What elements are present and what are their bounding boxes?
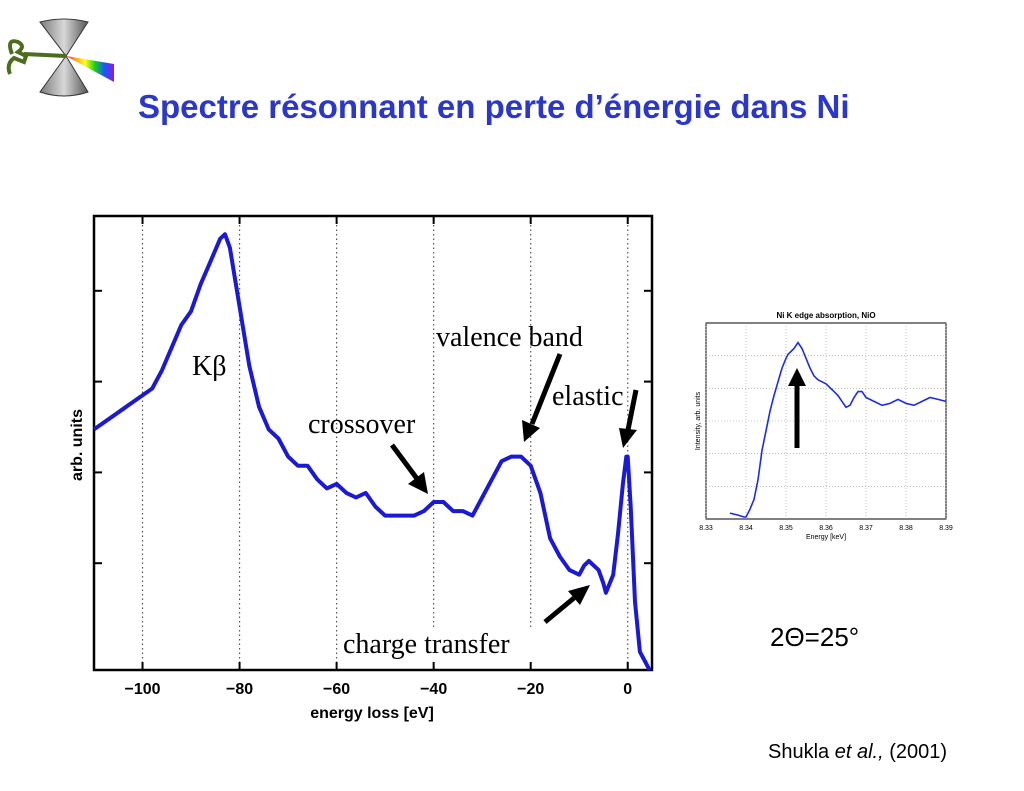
arrow-elastic bbox=[625, 389, 639, 431]
inset-arrow bbox=[788, 368, 806, 448]
theta-label: 2Θ=25° bbox=[770, 622, 860, 652]
spectrum-line bbox=[92, 232, 652, 671]
citation-et-al: et al., bbox=[834, 741, 884, 763]
logo-icon bbox=[6, 18, 114, 97]
x-tick-label: −100 bbox=[124, 681, 160, 698]
inset-x-tick-label: 8.39 bbox=[939, 525, 953, 532]
inset-absorption-line bbox=[729, 341, 947, 518]
annotation-elastic: elastic bbox=[552, 381, 624, 412]
citation-author: Shukla bbox=[768, 741, 835, 763]
citation: Shukla et al., (2001) bbox=[768, 741, 947, 764]
x-axis-label: energy loss [eV] bbox=[310, 705, 434, 722]
x-tick-label: 0 bbox=[623, 681, 632, 698]
annotation-arrows bbox=[389, 353, 639, 624]
inset-x-tick-label: 8.34 bbox=[739, 525, 753, 532]
inset-grid-lines bbox=[705, 323, 947, 519]
x-tick-label: −20 bbox=[517, 681, 544, 698]
inset-y-axis-label: Intensity, arb. units bbox=[695, 391, 702, 450]
y-ticks bbox=[94, 289, 652, 565]
slide-title: Spectre résonnant en perte d’énergie dan… bbox=[138, 88, 850, 125]
inset-x-tick-labels: 8.33 8.34 8.35 8.36 8.37 8.38 8.39 bbox=[699, 525, 953, 532]
inset-x-tick-label: 8.38 bbox=[899, 525, 913, 532]
arrowhead-elastic bbox=[619, 428, 637, 448]
inset-x-tick-label: 8.37 bbox=[859, 525, 873, 532]
arrowhead-valence-band bbox=[522, 420, 540, 442]
citation-year: (2001) bbox=[883, 741, 948, 763]
annotation-charge-transfer: charge transfer bbox=[343, 629, 510, 660]
x-ticks bbox=[141, 216, 629, 670]
arrowhead-charge-transfer bbox=[568, 585, 590, 605]
y-axis-label: arb. units bbox=[69, 409, 86, 481]
x-tick-label: −80 bbox=[226, 681, 253, 698]
inset-arrowhead bbox=[788, 368, 806, 386]
inset-x-axis-label: Energy [keV] bbox=[806, 534, 846, 541]
inset-x-tick-label: 8.35 bbox=[779, 525, 793, 532]
inset-title: Ni K edge absorption, NiO bbox=[776, 311, 875, 320]
arrowhead-crossover bbox=[408, 472, 428, 494]
x-tick-label: −40 bbox=[420, 681, 447, 698]
annotation-valence-band: valence band bbox=[436, 322, 583, 353]
annotation-kbeta: Kβ bbox=[192, 351, 226, 382]
inset-x-tick-label: 8.33 bbox=[699, 525, 713, 532]
arrow-charge-transfer bbox=[543, 596, 576, 624]
grid-lines bbox=[141, 216, 629, 670]
plot-frame bbox=[92, 214, 654, 672]
inset-x-tick-label: 8.36 bbox=[819, 525, 833, 532]
x-tick-labels: −100 −80 −60 −40 −20 0 bbox=[124, 681, 632, 698]
arrow-crossover bbox=[389, 443, 421, 482]
annotation-crossover: crossover bbox=[308, 409, 416, 440]
x-tick-label: −60 bbox=[323, 681, 350, 698]
arrow-valence-band bbox=[529, 353, 563, 425]
